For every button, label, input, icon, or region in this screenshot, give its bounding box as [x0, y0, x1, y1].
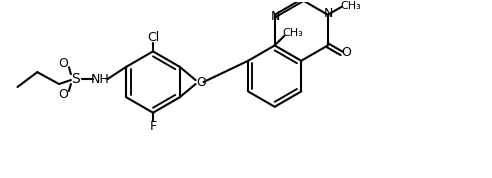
Text: F: F [150, 120, 156, 133]
Text: NH: NH [91, 73, 110, 86]
Text: CH₃: CH₃ [282, 28, 303, 38]
Text: S: S [71, 72, 80, 86]
Text: O: O [58, 57, 68, 70]
Text: O: O [58, 88, 68, 101]
Text: N: N [271, 10, 280, 23]
Text: N: N [324, 7, 334, 20]
Text: CH₃: CH₃ [340, 1, 361, 11]
Text: O: O [196, 75, 207, 88]
Text: O: O [341, 46, 351, 59]
Text: Cl: Cl [147, 31, 159, 44]
